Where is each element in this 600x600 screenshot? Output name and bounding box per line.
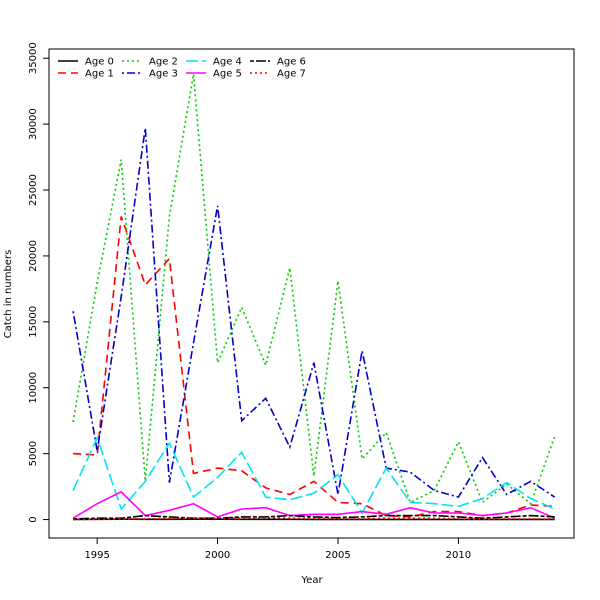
y-tick-label: 20000 [28,240,39,272]
y-axis: 0 5000 10000 15000 20000 25000 30000 35000 [28,42,49,523]
x-tick-label: 2010 [446,550,471,561]
x-tick-label: 2005 [325,550,350,561]
legend-label: Age 0 [85,57,114,68]
y-tick-label: 10000 [28,372,39,404]
legend-label: Age 7 [277,69,306,80]
x-tick-label: 1995 [84,550,109,561]
legend-label: Age 5 [213,69,242,80]
x-axis: 1995 2000 2005 2010 [84,538,471,561]
series-line-age-6 [73,514,555,520]
series-line-age-4 [72,435,556,515]
x-tick-label: 2000 [205,550,230,561]
plot-frame [48,48,575,539]
y-tick-label: 30000 [28,108,39,140]
series-line-age-5 [72,490,556,519]
y-axis-label: Catch in numbers [3,250,14,339]
series-line-age-3 [72,127,556,499]
legend-label: Age 4 [213,57,242,68]
legend-label: Age 3 [149,69,178,80]
y-tick-label: 15000 [28,306,39,338]
y-tick-label: 0 [28,516,39,522]
legend-label: Age 6 [277,57,306,68]
y-tick-label: 5000 [28,441,39,466]
y-tick-label: 35000 [28,42,39,74]
series-line-age-7 [73,516,555,521]
y-tick-label: 25000 [28,174,39,206]
x-axis-label: Year [300,575,323,586]
series-layer [72,73,556,521]
legend-label: Age 2 [149,57,178,68]
legend-label: Age 1 [85,69,114,80]
